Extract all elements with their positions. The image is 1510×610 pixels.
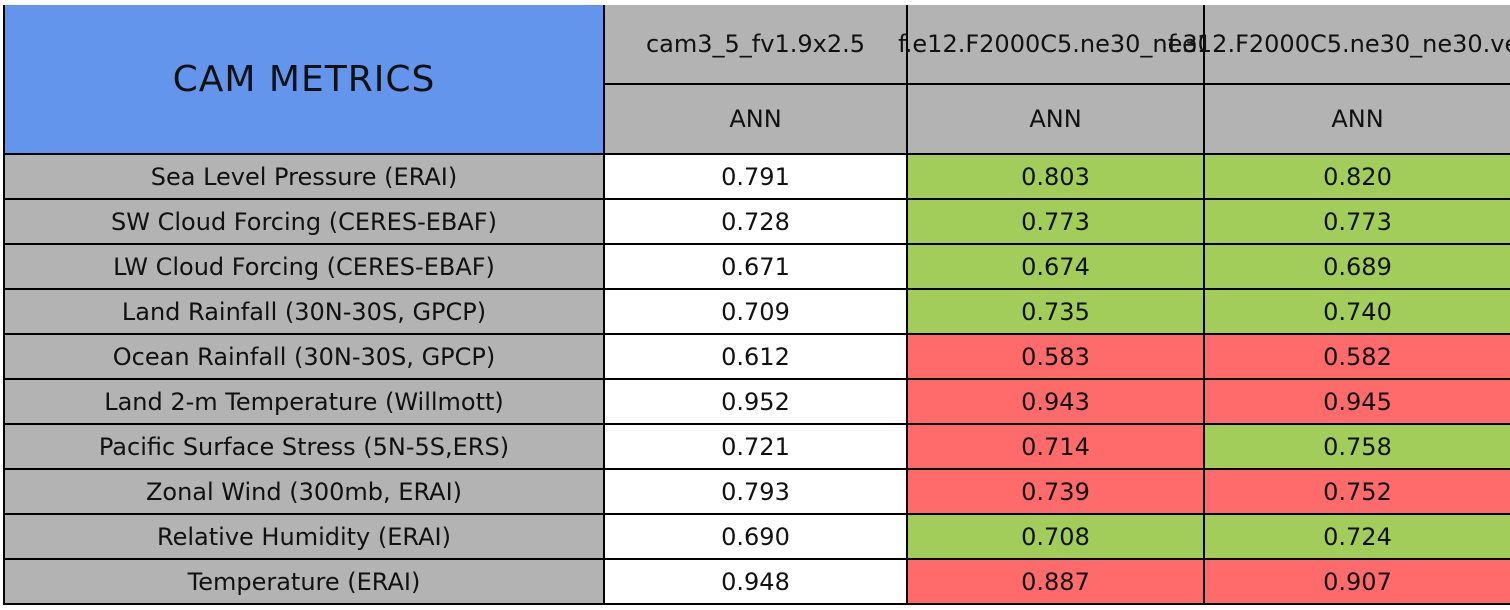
season-header-text: ANN (1029, 105, 1082, 133)
row-label: Temperature (ERAI) (5, 560, 605, 605)
case-header-text: f.e12.F2000C5.ne30_ne30.vert- (1167, 30, 1510, 58)
case-header: cam3_5_fv1.9x2.5 (605, 5, 908, 85)
season-header-text: ANN (1331, 105, 1384, 133)
row-label: Land Rainfall (30N-30S, GPCP) (5, 290, 605, 335)
row-label-text: Land 2-m Temperature (Willmott) (104, 387, 504, 416)
case-header: f.e12.F2000C5.ne30_ne30 (898, 5, 1213, 85)
metric-value: 0.735 (908, 290, 1205, 335)
metric-value: 0.820 (1205, 155, 1510, 200)
metric-value: 0.721 (605, 425, 908, 470)
metric-value: 0.674 (908, 245, 1205, 290)
metric-value: 0.943 (908, 380, 1205, 425)
metric-value: 0.952 (605, 380, 908, 425)
metric-value: 0.758 (1205, 425, 1510, 470)
metric-value: 0.689 (1205, 245, 1510, 290)
metric-value: 0.773 (1205, 200, 1510, 245)
metric-value-text: 0.952 (721, 387, 790, 416)
row-label-text: Pacific Surface Stress (5N-5S,ERS) (98, 432, 510, 461)
metric-value-text: 0.740 (1323, 297, 1392, 326)
row-label: Land 2-m Temperature (Willmott) (5, 380, 605, 425)
metric-value-text: 0.773 (1323, 207, 1392, 236)
row-label-text: LW Cloud Forcing (CERES-EBAF) (113, 252, 495, 281)
row-label-text: SW Cloud Forcing (CERES-EBAF) (111, 207, 497, 236)
row-label-text: Land Rainfall (30N-30S, GPCP) (121, 297, 487, 326)
metric-value-text: 0.671 (721, 252, 790, 281)
season-header: ANN (605, 85, 908, 155)
row-label: Zonal Wind (300mb, ERAI) (5, 470, 605, 515)
metric-value: 0.612 (605, 335, 908, 380)
metric-value: 0.773 (908, 200, 1205, 245)
metric-value: 0.714 (908, 425, 1205, 470)
metric-value: 0.671 (605, 245, 908, 290)
metric-value-text: 0.714 (1021, 432, 1090, 461)
case-header-text: f.e12.F2000C5.ne30_ne30 (898, 30, 1213, 58)
metric-value: 0.709 (605, 290, 908, 335)
metric-value-text: 0.690 (721, 522, 790, 551)
metric-value-text: 0.791 (721, 162, 790, 191)
metric-value-text: 0.887 (1021, 567, 1090, 596)
row-label: LW Cloud Forcing (CERES-EBAF) (5, 245, 605, 290)
metric-value-text: 0.674 (1021, 252, 1090, 281)
metric-value: 0.740 (1205, 290, 1510, 335)
row-label-text: Ocean Rainfall (30N-30S, GPCP) (112, 342, 496, 371)
metric-value-text: 0.943 (1021, 387, 1090, 416)
metric-value-text: 0.793 (721, 477, 790, 506)
metric-value-text: 0.948 (721, 567, 790, 596)
metric-value: 0.793 (605, 470, 908, 515)
season-header: ANN (908, 85, 1205, 155)
metric-value: 0.907 (1205, 560, 1510, 605)
table-frame (3, 5, 5, 605)
metric-value: 0.728 (605, 200, 908, 245)
metric-value: 0.752 (1205, 470, 1510, 515)
metric-value: 0.582 (1205, 335, 1510, 380)
row-label: Relative Humidity (ERAI) (5, 515, 605, 560)
metric-value: 0.583 (908, 335, 1205, 380)
metric-value-text: 0.612 (721, 342, 790, 371)
season-header: ANN (1205, 85, 1510, 155)
metric-value-text: 0.945 (1323, 387, 1392, 416)
metric-value-text: 0.820 (1323, 162, 1392, 191)
metric-value: 0.690 (605, 515, 908, 560)
metric-value: 0.887 (908, 560, 1205, 605)
metric-value-text: 0.708 (1021, 522, 1090, 551)
metric-value-text: 0.721 (721, 432, 790, 461)
row-label: Ocean Rainfall (30N-30S, GPCP) (5, 335, 605, 380)
metric-value-text: 0.709 (721, 297, 790, 326)
metric-value: 0.791 (605, 155, 908, 200)
metric-value-text: 0.739 (1021, 477, 1090, 506)
metric-value-text: 0.689 (1323, 252, 1392, 281)
row-label-text: Temperature (ERAI) (187, 567, 421, 596)
metric-value: 0.739 (908, 470, 1205, 515)
row-label: Sea Level Pressure (ERAI) (5, 155, 605, 200)
metric-value-text: 0.773 (1021, 207, 1090, 236)
metric-value-text: 0.758 (1323, 432, 1392, 461)
metric-value-text: 0.907 (1323, 567, 1392, 596)
metric-value-text: 0.752 (1323, 477, 1392, 506)
case-header: f.e12.F2000C5.ne30_ne30.vert- (1168, 5, 1510, 85)
metric-value: 0.803 (908, 155, 1205, 200)
metric-value-text: 0.583 (1021, 342, 1090, 371)
metric-value: 0.945 (1205, 380, 1510, 425)
metric-value: 0.724 (1205, 515, 1510, 560)
row-label: Pacific Surface Stress (5N-5S,ERS) (5, 425, 605, 470)
case-header-text: cam3_5_fv1.9x2.5 (645, 30, 865, 58)
row-label-text: Sea Level Pressure (ERAI) (150, 162, 458, 191)
row-label: SW Cloud Forcing (CERES-EBAF) (5, 200, 605, 245)
metric-value: 0.708 (908, 515, 1205, 560)
metric-value-text: 0.735 (1021, 297, 1090, 326)
metric-value-text: 0.728 (721, 207, 790, 236)
metric-value: 0.948 (605, 560, 908, 605)
metric-value-text: 0.724 (1323, 522, 1392, 551)
title-cell: CAM METRICS (5, 5, 605, 155)
title-cell-text: CAM METRICS (172, 58, 436, 100)
metric-value-text: 0.582 (1323, 342, 1392, 371)
metric-value-text: 0.803 (1021, 162, 1090, 191)
row-label-text: Relative Humidity (ERAI) (157, 522, 451, 551)
row-label-text: Zonal Wind (300mb, ERAI) (145, 477, 463, 506)
season-header-text: ANN (729, 105, 782, 133)
